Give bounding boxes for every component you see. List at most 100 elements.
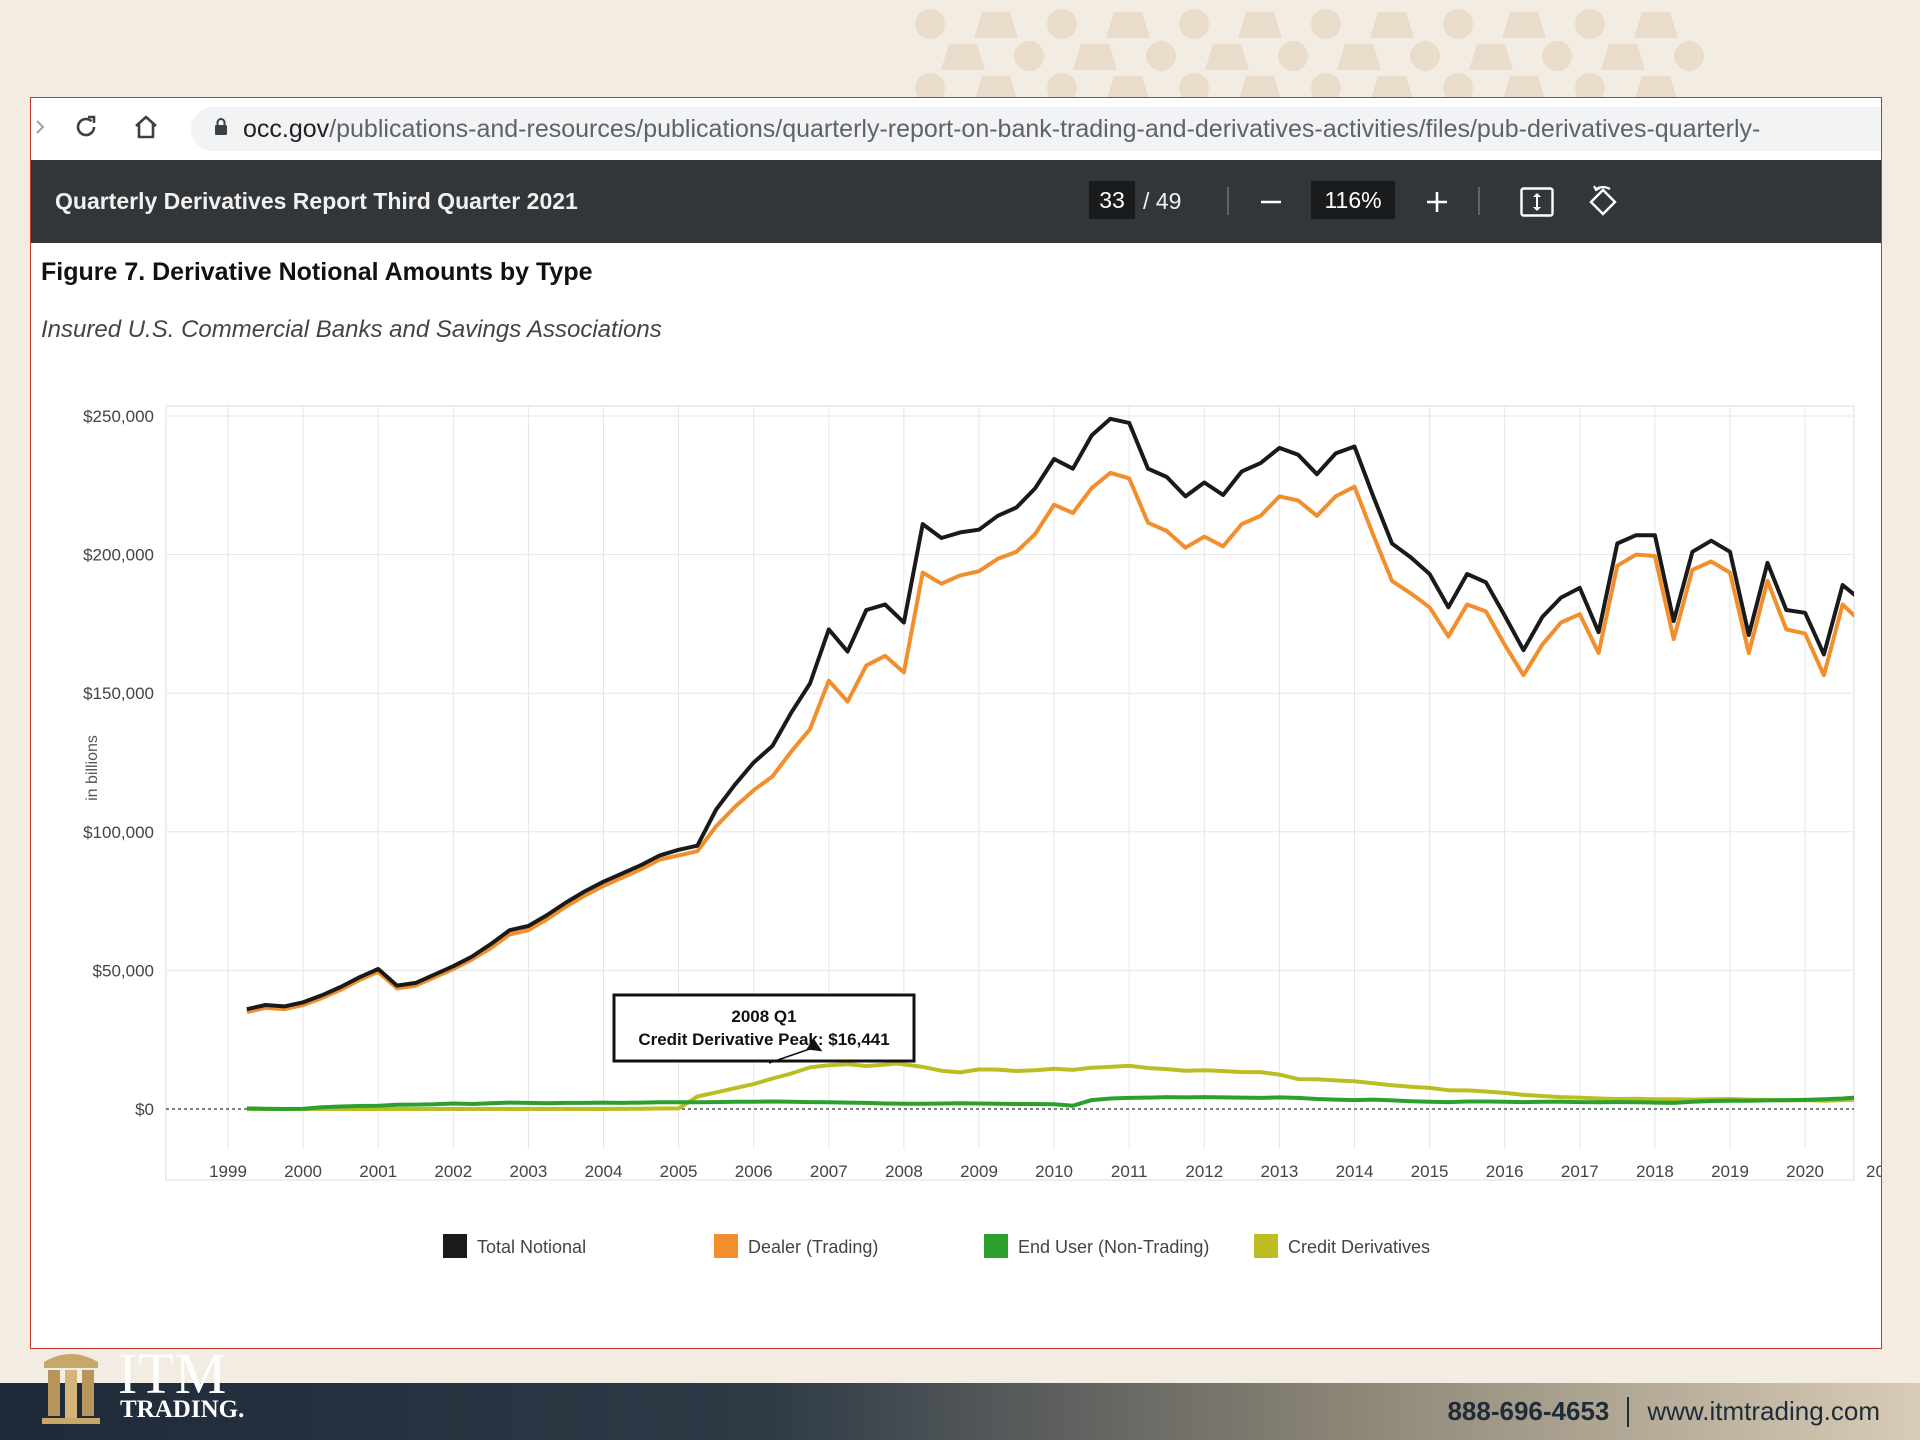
legend-label: Total Notional [477, 1237, 586, 1257]
zoom-level-input[interactable]: 116% [1311, 181, 1395, 219]
pattern-shape [1443, 9, 1473, 39]
x-tick-label: 2017 [1561, 1162, 1599, 1181]
x-tick-label: 2018 [1636, 1162, 1674, 1181]
forward-arrow-icon[interactable] [31, 110, 59, 144]
url-field[interactable]: occ.gov/publications-and-resources/publi… [191, 107, 1881, 151]
pattern-shape [915, 9, 945, 39]
x-tick-label: 2012 [1185, 1162, 1223, 1181]
pattern-shape [915, 73, 945, 100]
pattern-shape [1179, 9, 1209, 39]
x-tick-label: 2015 [1411, 1162, 1449, 1181]
series-line-credit-derivatives [246, 1061, 1854, 1111]
pattern-shape [1311, 9, 1341, 39]
pattern-shape [1278, 41, 1308, 71]
pattern-shape [1047, 9, 1077, 39]
contact-divider [1627, 1396, 1630, 1427]
x-tick-label: 2004 [585, 1162, 623, 1181]
browser-address-bar: occ.gov/publications-and-resources/publi… [31, 98, 1881, 160]
x-tick-label: 2003 [509, 1162, 547, 1181]
x-tick-label: 2016 [1486, 1162, 1524, 1181]
x-tick-label: 2008 [885, 1162, 923, 1181]
x-tick-label: 2011 [1111, 1162, 1148, 1181]
legend-swatch [714, 1234, 738, 1258]
website-link[interactable]: www.itmtrading.com [1647, 1396, 1880, 1426]
annotation-arrowhead [806, 1038, 823, 1052]
zoom-in-button[interactable] [1417, 182, 1457, 222]
footer-band [0, 1383, 1920, 1440]
x-tick-label: 2005 [660, 1162, 698, 1181]
url-domain: occ.gov [243, 114, 330, 143]
x-tick-label: 2007 [810, 1162, 848, 1181]
phone-number[interactable]: 888-696-4653 [1447, 1396, 1610, 1426]
url-text: occ.gov/publications-and-resources/publi… [243, 115, 1760, 144]
legend-label: Dealer (Trading) [748, 1237, 878, 1257]
zoom-out-button[interactable] [1251, 182, 1291, 222]
pattern-shape [1337, 44, 1381, 70]
pattern-shape [1575, 73, 1605, 100]
background-pattern [915, 9, 1704, 100]
x-tick-label: 2013 [1260, 1162, 1298, 1181]
y-tick-label: $250,000 [83, 407, 154, 426]
pattern-shape [974, 76, 1018, 100]
y-tick-label: $200,000 [83, 546, 154, 565]
x-tick-label: 2020 [1786, 1162, 1824, 1181]
pattern-shape [1311, 73, 1341, 100]
pattern-shape [1502, 12, 1546, 38]
x-tick-label: 2000 [284, 1162, 322, 1181]
legend-swatch [984, 1234, 1008, 1258]
y-tick-label: $50,000 [93, 961, 154, 980]
toolbar-divider [1227, 187, 1229, 215]
reload-icon[interactable] [69, 110, 103, 144]
pattern-shape [1634, 76, 1678, 100]
series-line-dealer-trading [246, 470, 1854, 1014]
toolbar-divider [1478, 187, 1480, 215]
pattern-shape [1601, 44, 1645, 70]
pattern-shape [1410, 41, 1440, 71]
y-tick-label: $150,000 [83, 684, 154, 703]
page-number-input[interactable]: 33 [1089, 181, 1135, 219]
annotation-line-1: 2008 Q1 [731, 1007, 796, 1026]
rotate-icon[interactable] [1583, 182, 1623, 222]
pattern-shape [1238, 12, 1282, 38]
pattern-shape [1542, 41, 1572, 71]
x-tick-label: 2009 [960, 1162, 998, 1181]
pattern-shape [1575, 9, 1605, 39]
brand-subname: TRADING. [120, 1396, 245, 1423]
figure-subtitle: Insured U.S. Commercial Banks and Saving… [41, 316, 662, 343]
x-tick-label: 2010 [1035, 1162, 1073, 1181]
y-tick-label: $0 [135, 1100, 154, 1119]
annotation-line-2: Credit Derivative Peak: $16,441 [638, 1030, 889, 1049]
pattern-shape [1469, 44, 1513, 70]
pattern-shape [1047, 73, 1077, 100]
x-tick-label: 2001 [359, 1162, 397, 1181]
lock-icon [213, 117, 229, 142]
x-tick-label: 2014 [1336, 1162, 1374, 1181]
pattern-shape [1179, 73, 1209, 100]
pattern-shape [1205, 44, 1249, 70]
contact-info: 888-696-4653 www.itmtrading.com [1447, 1396, 1880, 1427]
home-icon[interactable] [129, 110, 163, 144]
annotation-arrow-line [768, 1046, 815, 1064]
pattern-shape [1634, 12, 1678, 38]
brand-name: ITM [118, 1341, 228, 1406]
annotation-box [612, 993, 916, 1063]
series-line-end-user-non-trading [246, 1095, 1854, 1111]
legend-label: End User (Non-Trading) [1018, 1237, 1209, 1257]
pattern-shape [1502, 76, 1546, 100]
pattern-shape [1443, 73, 1473, 100]
y-tick-label: $100,000 [83, 823, 154, 842]
legend-swatch [1254, 1234, 1278, 1258]
pattern-shape [1014, 41, 1044, 71]
pattern-shape [1146, 41, 1176, 71]
document-title: Quarterly Derivatives Report Third Quart… [55, 188, 578, 214]
pattern-shape [1674, 41, 1704, 71]
x-tick-label: 202 [1866, 1162, 1881, 1181]
derivatives-line-chart: 1999 2000 2001 2002 2003 2004 2005 2006 2007 2008… [83, 405, 1881, 1258]
page-total: / 49 [1143, 188, 1182, 214]
pattern-shape [1106, 12, 1150, 38]
fit-to-page-icon[interactable] [1517, 182, 1557, 222]
x-tick-label: 1999 [209, 1162, 247, 1181]
pattern-shape [1106, 76, 1150, 100]
pattern-shape [1370, 76, 1414, 100]
pattern-shape [1073, 44, 1117, 70]
